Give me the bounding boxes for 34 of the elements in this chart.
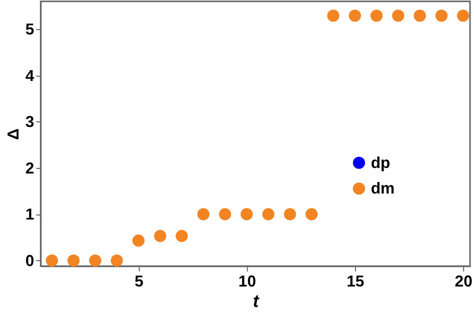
y-tick-label: 5 xyxy=(25,22,34,39)
point xyxy=(218,208,232,220)
x-tick-label: 10 xyxy=(238,273,256,290)
legend-label: dp xyxy=(370,154,391,172)
point xyxy=(414,10,426,22)
point xyxy=(46,254,58,267)
point xyxy=(110,254,123,267)
y-tick-label: 2 xyxy=(25,160,34,178)
y-tick-label: 0 xyxy=(25,252,34,270)
point xyxy=(197,208,210,220)
point xyxy=(176,230,188,242)
point xyxy=(132,234,145,247)
x-tick-label: 15 xyxy=(346,273,364,290)
point xyxy=(457,10,470,22)
point xyxy=(284,208,296,220)
y-tick-label: 4 xyxy=(25,68,34,85)
point xyxy=(67,254,80,267)
x-tick-label: 20 xyxy=(454,273,473,290)
point xyxy=(154,230,166,242)
point xyxy=(392,10,404,22)
y-axis-title: Δ xyxy=(5,128,22,140)
point xyxy=(89,254,102,267)
x-axis-title: t xyxy=(252,291,260,312)
legend-label: dm xyxy=(370,180,395,198)
point xyxy=(306,208,318,220)
point xyxy=(370,10,383,22)
point xyxy=(240,208,253,220)
y-tick-label: 1 xyxy=(25,206,34,224)
point xyxy=(435,10,448,22)
point xyxy=(262,208,274,220)
y-tick-label: 3 xyxy=(25,114,34,132)
x-tick-label: 5 xyxy=(134,273,144,290)
point xyxy=(348,10,361,22)
point xyxy=(327,10,340,22)
